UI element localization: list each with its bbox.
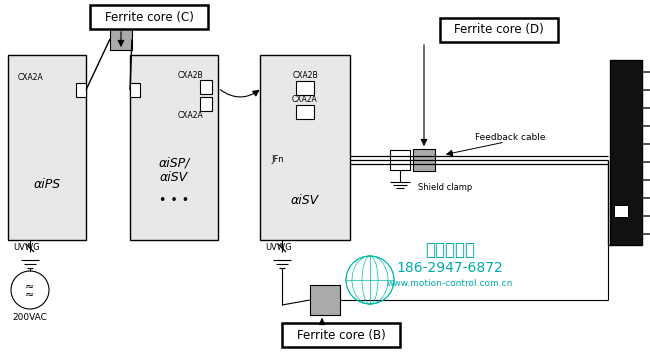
Bar [200,80,212,94]
Text: JFn: JFn [272,156,285,165]
Text: Feedback cable: Feedback cable [474,134,545,143]
Text: αiSP/
αiSV: αiSP/ αiSV [159,156,190,184]
Bar [296,105,314,119]
Text: αiPS: αiPS [33,179,60,192]
Bar [296,81,314,95]
Text: CXA2B: CXA2B [177,71,203,80]
Text: UVWG: UVWG [265,243,292,252]
Text: Ferrite core (C): Ferrite core (C) [105,10,194,23]
Bar [130,55,218,240]
Bar [8,55,86,240]
Bar [282,323,400,347]
Bar [130,83,140,97]
Bar [260,55,350,240]
Bar [110,28,132,50]
Text: Ferrite core (D): Ferrite core (D) [454,23,544,36]
Circle shape [11,271,49,309]
Text: UVWG: UVWG [13,243,40,252]
Bar [76,83,86,97]
Text: CXA2B: CXA2B [292,71,318,80]
Text: CXA2A: CXA2A [177,111,203,120]
Text: Ferrite core (B): Ferrite core (B) [296,328,385,342]
Text: CXA2A: CXA2A [292,94,318,104]
Bar [610,60,642,245]
Bar [90,5,208,29]
Text: Shield clamp: Shield clamp [418,184,473,193]
Text: CXA2A: CXA2A [17,72,43,81]
Bar [310,285,340,315]
Bar [440,18,558,42]
Text: • • •: • • • [159,194,189,207]
Bar [390,150,410,170]
Bar [413,149,435,171]
Text: 200VAC: 200VAC [12,314,47,323]
Text: 186-2947-6872: 186-2947-6872 [396,261,503,275]
Text: ≈: ≈ [25,282,34,292]
Text: 西安德伍拓: 西安德伍拓 [425,241,475,259]
Text: αiSV: αiSV [291,194,319,207]
Bar [614,205,628,217]
Text: ≈: ≈ [25,290,34,300]
Text: www.motion-control.com.cn: www.motion-control.com.cn [387,279,514,288]
Bar [200,97,212,111]
